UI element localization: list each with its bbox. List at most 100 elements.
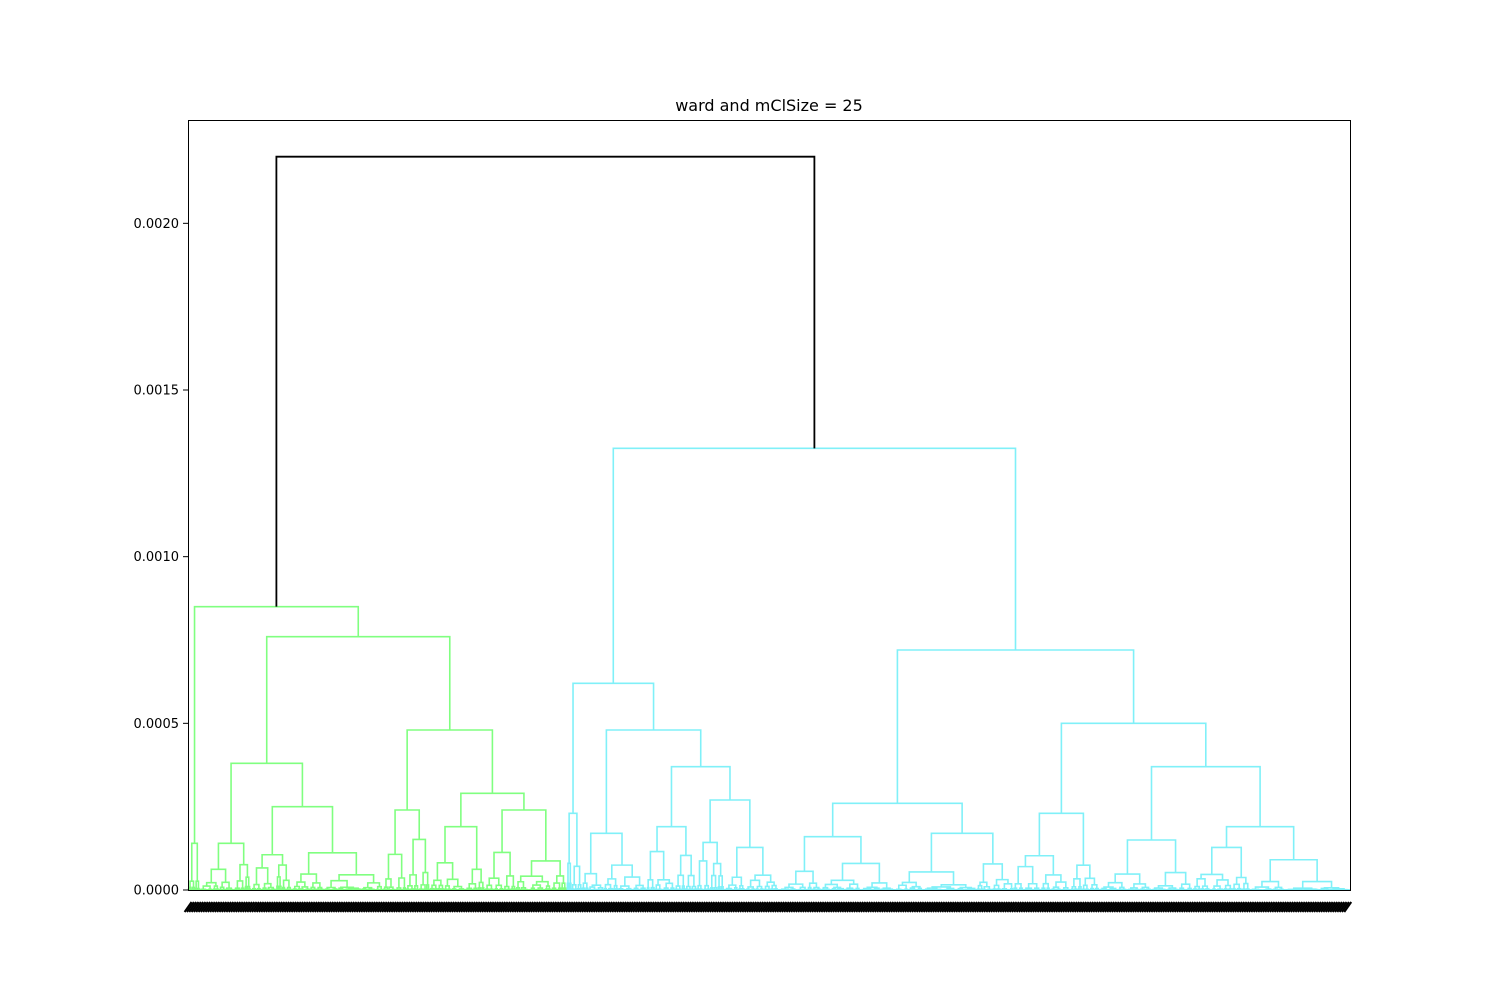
x-leaf-tick-label [404, 901, 414, 913]
dendrogram-link [423, 888, 427, 890]
dendrogram-link [255, 867, 269, 885]
x-leaf-tick-label [1248, 901, 1257, 913]
dendrogram-link [901, 881, 917, 887]
x-leaf-tick-label [244, 901, 253, 913]
dendrogram-link [519, 875, 544, 882]
dendrogram-link [1164, 871, 1187, 886]
x-leaf-tick-label [532, 901, 542, 913]
x-leaf-tick-label [495, 901, 504, 913]
x-leaf-tick-label [681, 901, 690, 913]
x-leaf-tick-label [334, 901, 344, 913]
x-leaf-tick-label [962, 901, 971, 913]
dendrogram-link [589, 886, 596, 890]
dendrogram-link [1091, 884, 1098, 889]
x-leaf-tick-label [639, 901, 648, 913]
x-leaf-tick-label [727, 901, 737, 913]
x-leaf-tick-label [720, 901, 730, 913]
x-leaf-tick-label [729, 901, 739, 913]
dendrogram-link [613, 888, 616, 890]
x-leaf-tick-label [843, 901, 853, 913]
x-leaf-tick-label [1173, 901, 1183, 913]
x-leaf-tick-label [1243, 901, 1253, 913]
x-leaf-tick-label [764, 901, 774, 913]
dendrogram-link [535, 880, 549, 887]
x-leaf-tick-label [820, 901, 830, 913]
x-leaf-tick-label [697, 901, 707, 913]
x-leaf-tick-label [323, 901, 332, 913]
dendrogram-link [271, 805, 334, 855]
x-leaf-tick-label [811, 901, 820, 913]
dendrogram-link [394, 809, 421, 855]
chart-title: ward and mClSize = 25 [675, 96, 863, 115]
x-leaf-tick-label [702, 901, 711, 913]
x-leaf-tick-label [667, 901, 676, 913]
y-tick-label: 0.0015 [134, 384, 180, 399]
x-leaf-tick-label [237, 901, 246, 913]
x-leaf-tick-label [462, 901, 472, 913]
dendrogram-link [690, 888, 694, 890]
dendrogram-link [219, 886, 225, 890]
x-leaf-tick-label [1308, 901, 1318, 913]
x-leaf-tick-label [1025, 901, 1034, 913]
x-leaf-tick-label [1306, 901, 1315, 913]
x-leaf-tick-label [207, 901, 216, 913]
dendrogram-link [1269, 858, 1318, 882]
dendrogram-link [654, 888, 658, 891]
dendrogram-link [511, 885, 516, 890]
x-leaf-tick-label [632, 901, 641, 913]
x-leaf-tick-label [253, 901, 263, 913]
x-leaf-tick-label [220, 901, 230, 913]
x-leaf-tick-label [232, 901, 242, 913]
x-leaf-tick-label [850, 901, 860, 913]
x-leaf-tick-label [1329, 901, 1339, 913]
x-leaf-tick-label [901, 901, 911, 913]
x-leaf-tick-label [1008, 901, 1018, 913]
x-leaf-tick-label [520, 901, 530, 913]
x-leaf-tick-label [1229, 901, 1239, 913]
x-leaf-tick-label [427, 901, 437, 913]
dendrogram-link [582, 882, 588, 889]
dendrogram-link [385, 878, 392, 888]
dendrogram-link [615, 888, 619, 890]
x-leaf-tick-label [880, 901, 890, 913]
x-leaf-tick-label [1201, 901, 1211, 913]
x-leaf-tick-label [1224, 901, 1234, 913]
dendrogram-link [822, 886, 829, 890]
x-leaf-tick-label [1148, 901, 1157, 913]
x-leaf-tick-label [339, 901, 349, 913]
dendrogram-link [425, 884, 430, 890]
dendrogram-link [713, 887, 718, 890]
x-leaf-tick-label [213, 901, 223, 913]
x-leaf-tick-label [708, 901, 718, 913]
x-leaf-tick-label [539, 901, 548, 913]
dendrogram-link [407, 884, 413, 890]
x-leaf-tick-label [225, 901, 235, 913]
dendrogram-link [710, 874, 717, 888]
dendrogram-link [279, 888, 283, 891]
dendrogram-link [577, 888, 580, 890]
x-leaf-tick-label [420, 901, 430, 913]
dendrogram-link [1027, 882, 1038, 889]
dendrogram-link [611, 864, 634, 879]
dendrogram-link [704, 884, 710, 890]
x-leaf-tick-label [769, 901, 779, 913]
x-leaf-tick-label [195, 901, 205, 913]
x-leaf-tick-label [760, 901, 769, 913]
dendrogram-link [387, 853, 403, 879]
dendrogram-link [849, 883, 859, 889]
x-leaf-tick-label [548, 901, 558, 913]
x-leaf-tick-label [609, 901, 618, 913]
x-leaf-tick-label [330, 901, 339, 913]
x-leaf-tick-label [1227, 901, 1236, 913]
x-leaf-tick-label [260, 901, 270, 913]
dendrogram-link [422, 871, 429, 885]
x-leaf-tick-label [839, 901, 848, 913]
x-leaf-tick-label [892, 901, 902, 913]
x-leaf-tick-label [190, 901, 200, 913]
x-leaf-tick-label [406, 901, 416, 913]
dendrogram-link [282, 879, 290, 888]
x-leaf-tick-label [246, 901, 256, 913]
x-leaf-tick-label [829, 901, 839, 913]
x-leaf-tick-label [797, 901, 806, 913]
dendrogram-link [620, 885, 630, 889]
